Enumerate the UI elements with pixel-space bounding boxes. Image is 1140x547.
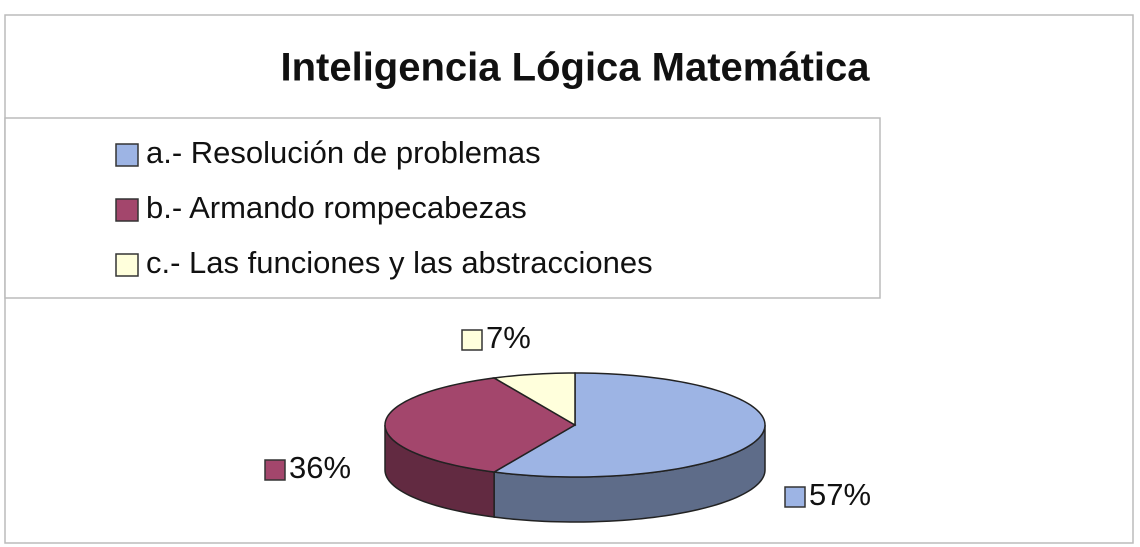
value-label: 57% (809, 477, 871, 512)
chart-title: Inteligencia Lógica Matemática (280, 46, 870, 90)
legend-label: b.- Armando rompecabezas (146, 190, 527, 225)
legend-label: c.- Las funciones y las abstracciones (146, 245, 653, 280)
legend-swatch (115, 253, 139, 277)
legend-swatch (115, 143, 139, 167)
legend-frame (4, 117, 881, 299)
value-label: 7% (486, 320, 531, 355)
value-label: 36% (289, 450, 351, 485)
value-label-swatch (461, 329, 483, 351)
pie-slice (384, 377, 577, 473)
pie-slice (491, 372, 576, 427)
pie-slice (491, 372, 766, 478)
value-label-swatch (264, 459, 286, 481)
value-label-swatch (784, 486, 806, 508)
legend-swatch (115, 198, 139, 222)
legend-label: a.- Resolución de problemas (146, 135, 541, 170)
